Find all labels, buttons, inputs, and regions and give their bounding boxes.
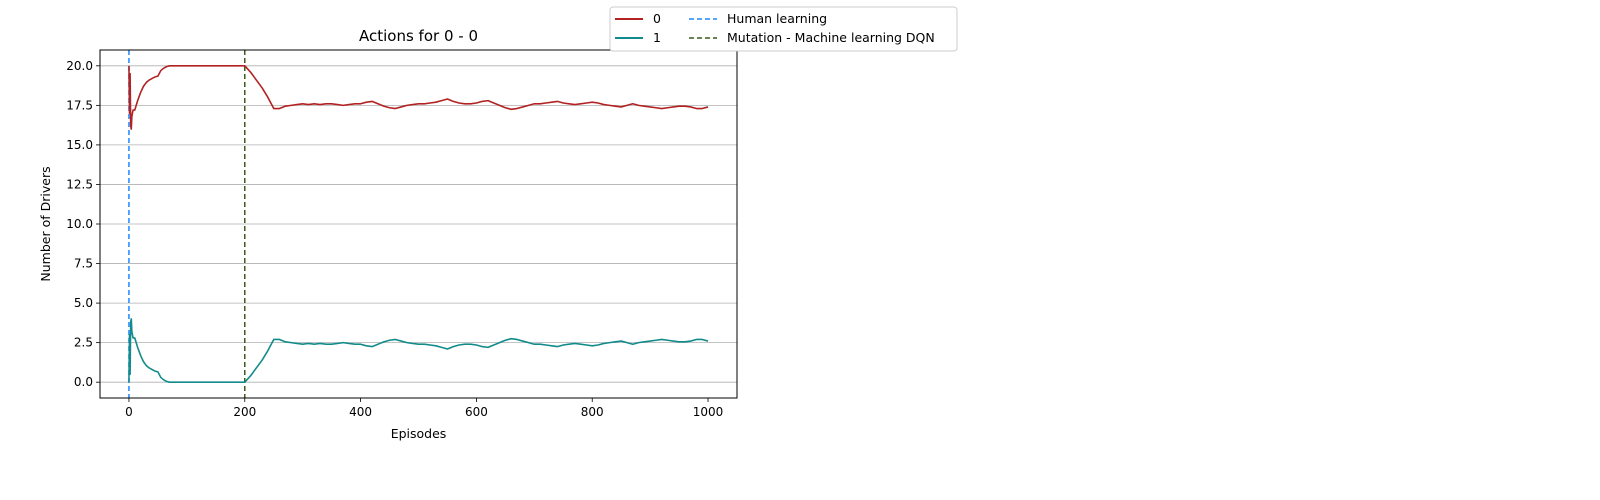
y-tick-label: 0.0 [74, 375, 93, 389]
x-tick-label: 800 [581, 405, 604, 419]
x-tick-label: 400 [349, 405, 372, 419]
legend-label-mutation-dqn: Mutation - Machine learning DQN [727, 30, 935, 45]
series-line-0 [128, 65, 709, 130]
chart-title: Actions for 0 - 0 [359, 27, 478, 45]
x-axis-label: Episodes [391, 426, 447, 441]
y-tick-label: 10.0 [66, 217, 93, 231]
x-tick-label: 200 [233, 405, 256, 419]
y-tick-label: 5.0 [74, 296, 93, 310]
legend-label-series-0: 0 [653, 11, 661, 26]
legend: 0 1 Human learning Mutation - Machine le… [609, 6, 958, 52]
x-tick-label: 600 [465, 405, 488, 419]
x-axis-ticks: 0 200 400 600 800 1000 [125, 398, 723, 419]
y-axis-label: Number of Drivers [38, 166, 53, 281]
y-tick-label: 7.5 [74, 257, 93, 271]
series-line-1 [128, 318, 709, 383]
x-tick-label: 1000 [693, 405, 724, 419]
series-lines [128, 65, 709, 383]
y-tick-label: 12.5 [66, 177, 93, 191]
legend-label-human-learning: Human learning [727, 11, 827, 26]
legend-box [609, 6, 958, 52]
y-tick-label: 17.5 [66, 98, 93, 112]
x-tick-label: 0 [125, 405, 133, 419]
y-tick-label: 15.0 [66, 138, 93, 152]
y-axis-ticks: 0.0 2.5 5.0 7.5 10.0 12.5 15.0 17.5 20.0 [66, 59, 100, 389]
y-tick-label: 20.0 [66, 59, 93, 73]
y-tick-label: 2.5 [74, 336, 93, 350]
legend-label-series-1: 1 [653, 30, 661, 45]
